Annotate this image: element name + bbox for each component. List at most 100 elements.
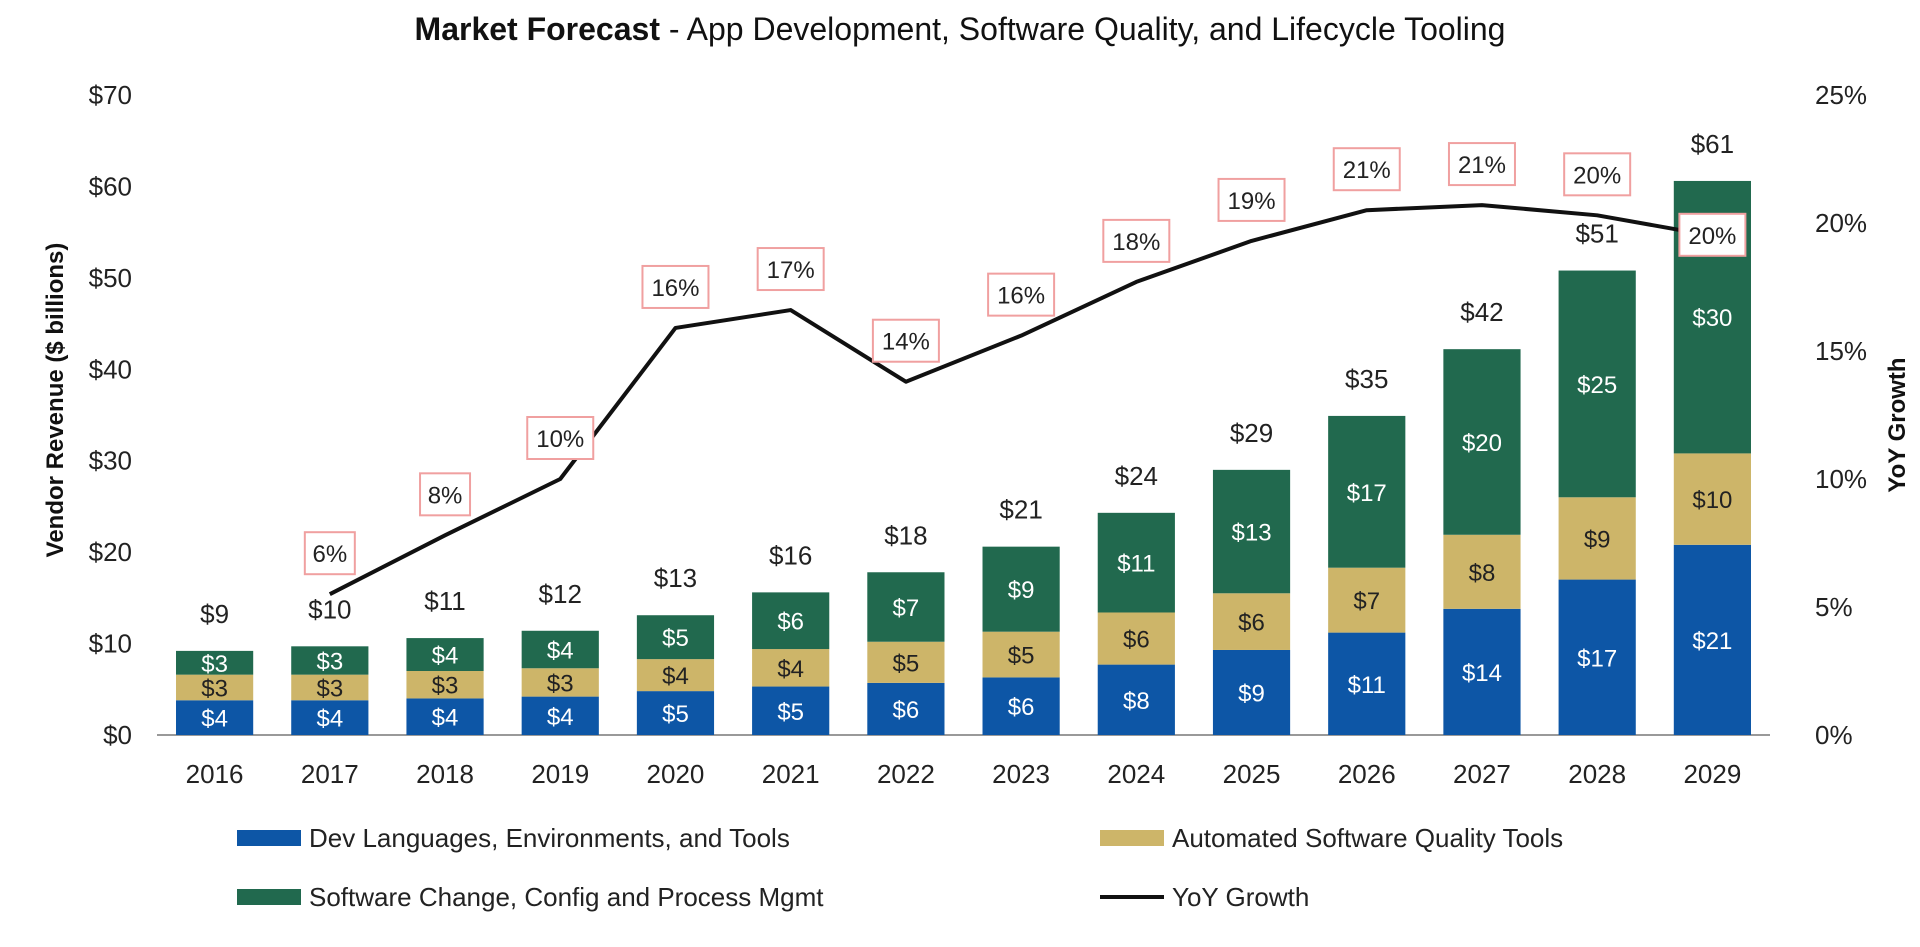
bar-segment [982, 631, 1060, 678]
bar-segment-label: $8 [1123, 688, 1150, 715]
y-tick-label: $20 [89, 537, 132, 567]
bar-segment [521, 630, 599, 669]
x-tick-label: 2025 [1223, 759, 1281, 789]
y2-tick-label: 0% [1815, 720, 1853, 750]
yoy-label: 8% [428, 482, 463, 509]
yoy-growth-line [328, 203, 1713, 596]
bar-segment [752, 686, 830, 735]
bar-segment [1558, 270, 1636, 498]
yoy-label-box [1217, 177, 1286, 222]
bar-segment-label: $4 [316, 706, 343, 733]
bar-segment [1328, 415, 1406, 568]
yoy-label-box [641, 264, 710, 309]
y-tick-label: $0 [103, 720, 132, 750]
bar-segment-label: $6 [1123, 627, 1150, 654]
bar-total-label: $51 [1575, 219, 1618, 249]
yoy-label: 16% [651, 275, 699, 302]
bar-segment-label: $25 [1577, 372, 1617, 399]
y-tick-label: $40 [89, 354, 132, 384]
yoy-label-box [1678, 212, 1747, 257]
bar-segment [1097, 512, 1175, 613]
bar-total-label: $12 [539, 579, 582, 609]
bar-segment [1097, 612, 1175, 665]
bar-segment-label: $5 [777, 699, 804, 726]
bar-segment [406, 698, 484, 735]
bar-segment [176, 650, 254, 675]
bar-segment-label: $5 [662, 701, 689, 728]
legend-item-software-change-swatch [237, 889, 301, 905]
bar-segment-label: $13 [1232, 520, 1272, 547]
bar-segment-label: $4 [547, 704, 574, 731]
legend-item-dev-languages-swatch [237, 830, 301, 846]
legend-item-automated-quality-swatch [1100, 830, 1164, 846]
bar-segment [291, 700, 369, 735]
yoy-label-box [1563, 152, 1632, 197]
yoy-label: 20% [1688, 223, 1736, 250]
bar-segment [752, 649, 830, 687]
bar-segment-label: $3 [547, 670, 574, 697]
bar-total-label: $9 [200, 599, 229, 629]
x-tick-label: 2023 [992, 759, 1050, 789]
bar-segment [1443, 349, 1521, 535]
bar-segment [1673, 453, 1751, 545]
bar-segment [291, 646, 369, 675]
bar-segment [1328, 567, 1406, 633]
bar-segment [406, 671, 484, 699]
bar-segment-label: $17 [1577, 645, 1617, 672]
bar-segment-label: $6 [1238, 610, 1265, 637]
bar-segment-label: $21 [1692, 628, 1732, 655]
legend-item-dev-languages-label: Dev Languages, Environments, and Tools [309, 823, 790, 853]
bar-segment [1673, 544, 1751, 735]
bar-segment [1328, 632, 1406, 735]
bar-segment-label: $5 [1008, 643, 1035, 670]
bar-segment-label: $11 [1117, 551, 1155, 578]
bar-segment [521, 696, 599, 735]
y-tick-label: $70 [89, 80, 132, 110]
bar-total-label: $42 [1460, 297, 1503, 327]
bar-segment-label: $9 [1008, 577, 1035, 604]
x-tick-label: 2024 [1107, 759, 1165, 789]
yoy-label-box [526, 416, 595, 460]
y-tick-label: $50 [89, 263, 132, 293]
bar-segment-label: $8 [1469, 560, 1496, 587]
yoy-label: 18% [1112, 229, 1160, 256]
bar-total-label: $61 [1691, 129, 1734, 159]
bar-segment [1558, 579, 1636, 735]
bar-total-label: $35 [1345, 364, 1388, 394]
bar-segment [752, 592, 830, 650]
bar-segment [1097, 664, 1175, 735]
y-axis-title: Vendor Revenue ($ billions) [42, 243, 69, 558]
bar-segment-label: $17 [1347, 480, 1387, 507]
yoy-label-box [1332, 147, 1401, 192]
yoy-label-box [419, 472, 472, 517]
bar-segment-label: $3 [201, 651, 228, 678]
bar-total-label: $21 [999, 495, 1042, 525]
bar-segment-label: $9 [1238, 680, 1265, 707]
bar-segment [406, 638, 484, 671]
y2-tick-label: 15% [1815, 336, 1867, 366]
bar-segment [291, 674, 369, 701]
x-tick-label: 2027 [1453, 759, 1511, 789]
yoy-label-box [756, 247, 825, 292]
bar-segment-label: $30 [1692, 305, 1732, 332]
bar-total-label: $11 [424, 586, 465, 616]
bar-segment [521, 668, 599, 697]
bar-segment-label: $7 [893, 595, 920, 622]
bar-segment-label: $9 [1584, 526, 1611, 553]
bar-segment-label: $5 [662, 625, 689, 652]
bar-segment-label: $7 [1353, 588, 1380, 615]
x-tick-label: 2016 [186, 759, 244, 789]
bar-segment [636, 659, 715, 692]
y2-tick-label: 25% [1815, 80, 1867, 110]
y2-tick-label: 20% [1815, 208, 1867, 238]
yoy-label-box [303, 531, 356, 576]
y2-tick-label: 5% [1815, 592, 1853, 622]
bar-total-label: $18 [884, 520, 927, 550]
chart-title-bold: Market Forecast [415, 11, 661, 47]
x-tick-label: 2021 [762, 759, 820, 789]
legend-item-automated-quality-label: Automated Software Quality Tools [1172, 823, 1563, 853]
bar-segment-label: $5 [893, 650, 920, 677]
bar-total-label: $16 [769, 540, 812, 570]
bar-segment [1558, 497, 1636, 580]
